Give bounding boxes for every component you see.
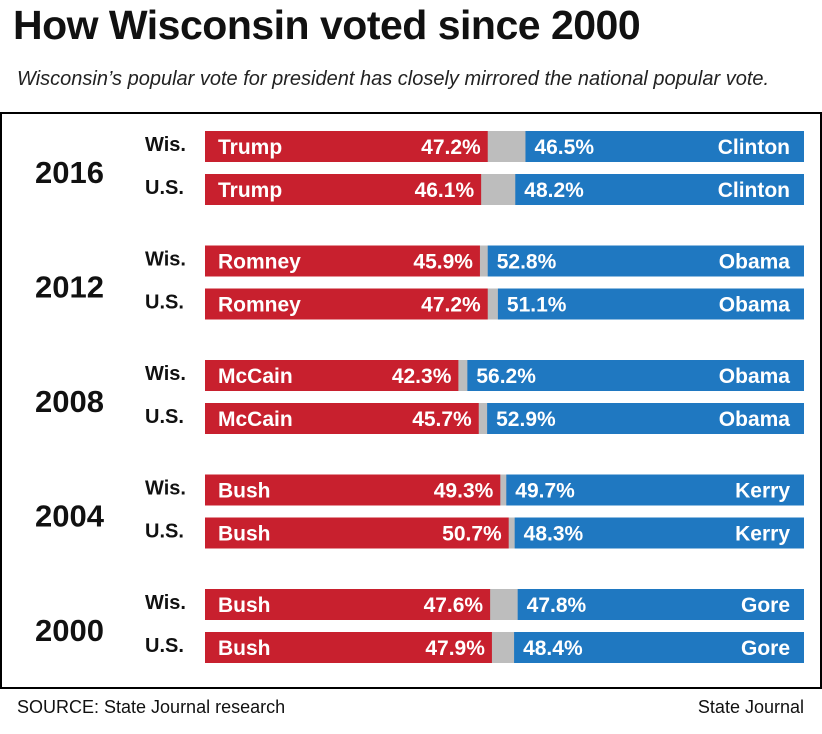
- year-label-2016: 2016: [35, 155, 104, 190]
- credit-note: State Journal: [697, 697, 804, 717]
- bar-democrat-2004-us: [514, 517, 804, 549]
- bar-democrat-2000-us: [514, 632, 804, 663]
- bar-republican-2008-wis: [205, 360, 459, 391]
- chart-title: How Wisconsin voted since 2000: [13, 2, 641, 48]
- year-label-2008: 2008: [35, 384, 104, 419]
- rep-value-2012-wis: 45.9%: [413, 251, 473, 274]
- bar-democrat-2004-wis: [506, 474, 804, 506]
- dem-candidate-2000-us: Gore: [741, 637, 790, 660]
- bar-democrat-2000-wis: [517, 589, 804, 620]
- dem-candidate-2004-wis: Kerry: [735, 480, 790, 503]
- dem-candidate-2016-wis: Clinton: [718, 136, 790, 159]
- rep-value-2012-us: 47.2%: [421, 294, 481, 317]
- rep-value-2016-us: 46.1%: [415, 179, 475, 202]
- rep-candidate-2008-us: McCain: [218, 408, 293, 431]
- source-note: SOURCE: State Journal research: [17, 697, 286, 717]
- dem-value-2000-wis: 47.8%: [527, 594, 587, 617]
- rep-candidate-2000-wis: Bush: [218, 594, 271, 617]
- rep-candidate-2012-us: Romney: [218, 294, 301, 317]
- frame-top-rule: [0, 112, 822, 114]
- bar-republican-2004-wis: [205, 474, 501, 506]
- year-label-2012: 2012: [35, 270, 104, 305]
- rep-value-2000-us: 47.9%: [425, 637, 485, 660]
- dem-value-2016-wis: 46.5%: [534, 136, 594, 159]
- dem-value-2008-wis: 56.2%: [476, 365, 536, 388]
- year-label-2004: 2004: [35, 499, 105, 534]
- row-label-2008-us: U.S.: [145, 406, 184, 428]
- bar-democrat-2008-us: [487, 403, 804, 434]
- row-label-2012-us: U.S.: [145, 292, 184, 314]
- bar-republican-2012-us: [205, 288, 488, 320]
- rep-candidate-2000-us: Bush: [218, 637, 271, 660]
- row-label-2000-wis: Wis.: [145, 592, 186, 614]
- bar-republican-2000-wis: [205, 589, 491, 620]
- chart-subtitle: Wisconsin’s popular vote for president h…: [17, 68, 770, 90]
- rep-value-2008-wis: 42.3%: [392, 365, 452, 388]
- dem-candidate-2016-us: Clinton: [718, 179, 790, 202]
- bar-republican-2016-wis: [205, 131, 488, 162]
- frame-right-rule: [820, 112, 822, 687]
- row-label-2016-wis: Wis.: [145, 134, 186, 156]
- bar-republican-2012-wis: [205, 245, 480, 277]
- bar-democrat-2016-wis: [525, 131, 804, 162]
- row-label-2004-wis: Wis.: [145, 478, 186, 500]
- rep-candidate-2004-wis: Bush: [218, 480, 271, 503]
- bar-democrat-2016-us: [515, 174, 804, 205]
- dem-candidate-2008-us: Obama: [719, 408, 791, 431]
- rep-value-2016-wis: 47.2%: [421, 136, 481, 159]
- row-label-2016-us: U.S.: [145, 177, 184, 199]
- bar-republican-2000-us: [205, 632, 492, 663]
- dem-value-2012-wis: 52.8%: [497, 251, 557, 274]
- bar-republican-2004-us: [205, 517, 509, 549]
- rep-candidate-2008-wis: McCain: [218, 365, 293, 388]
- rep-candidate-2012-wis: Romney: [218, 251, 301, 274]
- dem-value-2012-us: 51.1%: [507, 294, 567, 317]
- rep-value-2004-wis: 49.3%: [434, 480, 494, 503]
- row-label-2008-wis: Wis.: [145, 363, 186, 385]
- dem-candidate-2004-us: Kerry: [735, 523, 790, 546]
- dem-value-2000-us: 48.4%: [523, 637, 583, 660]
- dem-candidate-2012-wis: Obama: [719, 251, 791, 274]
- dem-value-2008-us: 52.9%: [496, 408, 556, 431]
- row-label-2012-wis: Wis.: [145, 249, 186, 271]
- bar-republican-2016-us: [205, 174, 482, 205]
- bar-democrat-2012-us: [497, 288, 804, 320]
- rep-candidate-2016-wis: Trump: [218, 136, 282, 159]
- dem-value-2016-us: 48.2%: [524, 179, 584, 202]
- row-label-2000-us: U.S.: [145, 635, 184, 657]
- year-label-2000: 2000: [35, 613, 104, 648]
- bar-democrat-2008-wis: [467, 360, 804, 391]
- dem-value-2004-wis: 49.7%: [515, 480, 575, 503]
- row-label-2004-us: U.S.: [145, 521, 184, 543]
- dem-candidate-2012-us: Obama: [719, 294, 791, 317]
- dem-candidate-2000-wis: Gore: [741, 594, 790, 617]
- rep-value-2004-us: 50.7%: [442, 523, 502, 546]
- bar-republican-2008-us: [205, 403, 479, 434]
- rep-value-2000-wis: 47.6%: [424, 594, 484, 617]
- dem-value-2004-us: 48.3%: [524, 523, 584, 546]
- dem-candidate-2008-wis: Obama: [719, 365, 791, 388]
- rep-candidate-2004-us: Bush: [218, 523, 271, 546]
- rep-value-2008-us: 45.7%: [412, 408, 472, 431]
- rep-candidate-2016-us: Trump: [218, 179, 282, 202]
- bar-democrat-2012-wis: [487, 245, 804, 277]
- frame-bottom-rule: [0, 687, 822, 689]
- frame-left-rule: [0, 112, 2, 687]
